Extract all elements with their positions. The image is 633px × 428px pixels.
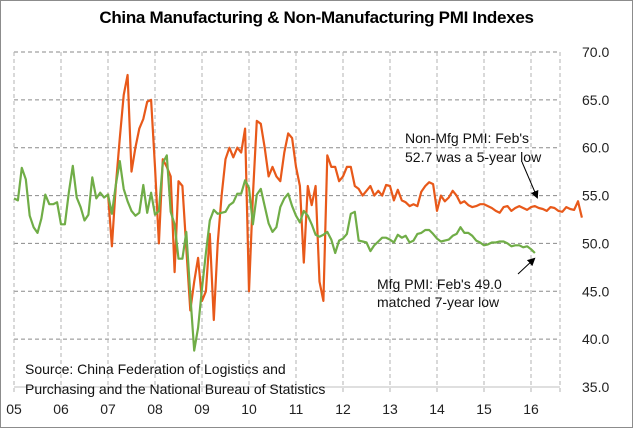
x-tick-label: 11 <box>289 401 304 417</box>
x-tick-label: 09 <box>194 401 210 417</box>
y-axis-ticks: 70.0 65.0 60.0 55.0 50.0 45.0 40.0 35.0 <box>582 44 609 395</box>
y-tick-label: 35.0 <box>582 379 609 395</box>
annotation-mfg-line-2: matched 7-year low <box>377 294 500 310</box>
arrow-to-non-mfg-feb <box>521 161 539 199</box>
annotation-non-mfg-line-1: Non-Mfg PMI: Feb's <box>405 130 529 146</box>
y-tick-label: 40.0 <box>582 331 609 347</box>
source-note-line-2: Purchasing and the National Bureau of St… <box>25 381 325 397</box>
chart-title: China Manufacturing & Non-Manufacturing … <box>99 8 534 27</box>
y-tick-label: 50.0 <box>582 235 609 251</box>
y-tick-label: 45.0 <box>582 283 609 299</box>
gridlines <box>13 51 561 392</box>
x-tick-label: 07 <box>100 401 116 417</box>
annotation-mfg: Mfg PMI: Feb's 49.0 matched 7-year low <box>377 276 502 310</box>
x-axis-ticks: 05 06 07 08 09 10 11 12 13 14 15 16 <box>6 401 539 417</box>
y-tick-label: 60.0 <box>582 140 609 156</box>
annotation-non-mfg-line-2: 52.7 was a 5-year low <box>405 149 542 165</box>
series-lines <box>13 73 583 352</box>
x-tick-label: 08 <box>147 401 163 417</box>
source-note-line-1: Source: China Federation of Logistics an… <box>25 361 286 377</box>
x-tick-label: 14 <box>429 401 445 417</box>
y-tick-label: 65.0 <box>582 92 609 108</box>
y-tick-label: 55.0 <box>582 188 609 204</box>
x-tick-label: 06 <box>53 401 69 417</box>
source-note: Source: China Federation of Logistics an… <box>25 361 325 397</box>
x-tick-label: 16 <box>523 401 539 417</box>
y-tick-label: 70.0 <box>582 44 609 60</box>
x-tick-label: 05 <box>6 401 22 417</box>
x-tick-label: 15 <box>476 401 492 417</box>
arrow-to-mfg-feb <box>517 257 536 275</box>
annotation-mfg-line-1: Mfg PMI: Feb's 49.0 <box>377 276 502 292</box>
annotation-non-mfg: Non-Mfg PMI: Feb's 52.7 was a 5-year low <box>405 130 542 165</box>
x-tick-label: 10 <box>241 401 257 417</box>
series-line-mfg-pmi <box>13 154 536 352</box>
series-line-non-mfg-pmi <box>106 73 583 322</box>
x-tick-label: 12 <box>335 401 351 417</box>
x-tick-label: 13 <box>382 401 398 417</box>
